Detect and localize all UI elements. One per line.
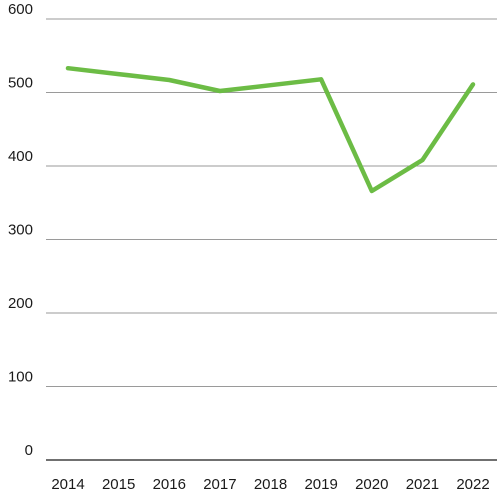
y-tick-label: 100 (8, 369, 33, 386)
x-tick-label: 2017 (203, 476, 236, 493)
x-tick-label: 2022 (456, 476, 489, 493)
y-axis-ticks: 0 100 200 300 400 500 600 (8, 1, 33, 459)
y-tick-label: 400 (8, 148, 33, 165)
y-tick-label: 200 (8, 295, 33, 312)
y-tick-label: 500 (8, 75, 33, 92)
x-axis-ticks: 2014 2015 2016 2017 2018 2019 2020 2021 2022 (51, 476, 489, 493)
y-tick-label: 600 (8, 1, 33, 18)
x-tick-label: 2016 (153, 476, 186, 493)
grid-layer (46, 18, 497, 461)
x-tick-label: 2014 (51, 476, 84, 493)
x-tick-label: 2021 (406, 476, 439, 493)
x-tick-label: 2019 (304, 476, 337, 493)
y-tick-label: 300 (8, 222, 33, 239)
series-line (65, 65, 476, 194)
x-tick-label: 2020 (355, 476, 388, 493)
series-layer (65, 65, 476, 194)
x-tick-label: 2018 (254, 476, 287, 493)
y-tick-label: 0 (25, 442, 33, 459)
x-tick-label: 2015 (102, 476, 135, 493)
